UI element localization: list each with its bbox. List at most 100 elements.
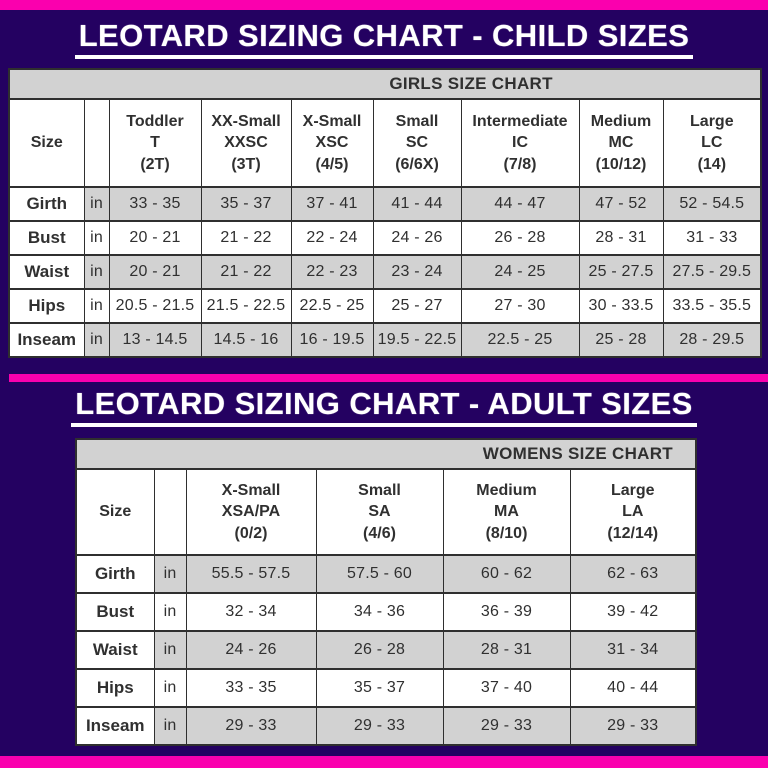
womens-column-header-code: MA [494, 503, 519, 521]
girls-range-value: 22 - 23 [290, 254, 374, 290]
girls-range-value: 28 - 29.5 [662, 322, 762, 358]
womens-measurement-row: Bust in 32 - 34 34 - 36 36 - 39 39 - 42 [75, 592, 697, 632]
girls-chart-banner: GIRLS SIZE CHART [8, 68, 762, 100]
womens-column-header-range: (4/6) [363, 524, 396, 542]
girls-unit-cell: in [83, 186, 110, 222]
womens-range-value: 37 - 40 [442, 668, 571, 708]
girls-range-value: 33.5 - 35.5 [662, 288, 762, 324]
girls-column-header-code: SC [405, 134, 429, 152]
girls-range-value: 41 - 44 [372, 186, 462, 222]
womens-column-header-name: Medium [476, 482, 537, 500]
girls-column-header-name: Intermediate [472, 113, 568, 131]
womens-column-header-name: Small [358, 482, 401, 500]
girls-column-header: Large LC (14) [662, 98, 762, 188]
womens-range-value: 34 - 36 [315, 592, 444, 632]
womens-range-value: 35 - 37 [315, 668, 444, 708]
girls-range-value: 24 - 25 [460, 254, 580, 290]
womens-range-value: 33 - 35 [185, 668, 317, 708]
girls-column-header-code: LC [701, 134, 723, 152]
girls-column-header-name: Toddler [126, 113, 184, 131]
womens-range-value: 57.5 - 60 [315, 554, 444, 594]
womens-range-value: 36 - 39 [442, 592, 571, 632]
womens-measurement-row: Inseam in 29 - 33 29 - 33 29 - 33 29 - 33 [75, 706, 697, 746]
girls-range-value: 27 - 30 [460, 288, 580, 324]
girls-range-value: 33 - 35 [108, 186, 202, 222]
womens-range-value: 29 - 33 [185, 706, 317, 746]
womens-measurement-label: Inseam [75, 706, 155, 746]
girls-column-header: Intermediate IC (7/8) [460, 98, 580, 188]
womens-size-corner-header: Size [75, 468, 155, 556]
womens-column-header: Small SA (4/6) [315, 468, 444, 556]
womens-measurement-label: Waist [75, 630, 155, 670]
womens-column-header: Large LA (12/14) [569, 468, 697, 556]
girls-range-value: 26 - 28 [460, 220, 580, 256]
womens-column-header: Medium MA (8/10) [442, 468, 571, 556]
womens-range-value: 32 - 34 [185, 592, 317, 632]
girls-range-value: 22 - 24 [290, 220, 374, 256]
womens-range-value: 26 - 28 [315, 630, 444, 670]
girls-measurement-row: Bust in 20 - 21 21 - 22 22 - 24 24 - 26 26 - 2… [8, 220, 762, 256]
womens-unit-cell: in [153, 706, 187, 746]
girls-column-header-range: (4/5) [315, 155, 349, 173]
girls-range-value: 14.5 - 16 [200, 322, 292, 358]
womens-measurement-label: Girth [75, 554, 155, 594]
womens-range-value: 29 - 33 [315, 706, 444, 746]
girls-range-value: 37 - 41 [290, 186, 374, 222]
girls-unit-cell: in [83, 322, 110, 358]
womens-column-header-range: (8/10) [485, 524, 528, 542]
womens-range-value: 29 - 33 [442, 706, 571, 746]
girls-measurement-label: Bust [8, 220, 85, 256]
girls-range-value: 20.5 - 21.5 [108, 288, 202, 324]
girls-unit-cell: in [83, 288, 110, 324]
womens-range-value: 24 - 26 [185, 630, 317, 670]
girls-range-value: 25 - 28 [578, 322, 664, 358]
womens-column-header-range: (0/2) [234, 524, 268, 542]
girls-measurement-row: Waist in 20 - 21 21 - 22 22 - 23 23 - 24 24 - … [8, 254, 762, 290]
girls-range-value: 31 - 33 [662, 220, 762, 256]
womens-range-value: 39 - 42 [569, 592, 697, 632]
girls-range-value: 30 - 33.5 [578, 288, 664, 324]
girls-unit-cell: in [83, 254, 110, 290]
girls-measurement-label: Hips [8, 288, 85, 324]
womens-column-header-name: X-Small [221, 482, 281, 500]
girls-measurement-label: Girth [8, 186, 85, 222]
girls-range-value: 19.5 - 22.5 [372, 322, 462, 358]
girls-unit-column-header [83, 98, 110, 188]
girls-column-header-code: XXSC [224, 134, 268, 152]
womens-chart-banner: WOMENS SIZE CHART [75, 438, 697, 470]
womens-range-value: 55.5 - 57.5 [185, 554, 317, 594]
girls-measurement-label: Waist [8, 254, 85, 290]
girls-column-header-code: IC [512, 134, 528, 152]
girls-column-header-code: MC [608, 134, 634, 152]
girls-range-value: 13 - 14.5 [108, 322, 202, 358]
womens-measurement-row: Girth in 55.5 - 57.5 57.5 - 60 60 - 62 62 - 6… [75, 554, 697, 594]
womens-unit-cell: in [153, 630, 187, 670]
girls-column-header-code: T [150, 134, 160, 152]
child-sizes-title: LEOTARD SIZING CHART - CHILD SIZES [74, 19, 694, 59]
adult-title-row: LEOTARD SIZING CHART - ADULT SIZES [0, 387, 768, 427]
womens-range-value: 60 - 62 [442, 554, 571, 594]
girls-range-value: 24 - 26 [372, 220, 462, 256]
girls-column-header-range: (2T) [140, 155, 170, 173]
girls-range-value: 28 - 31 [578, 220, 664, 256]
top-accent-bar [0, 0, 768, 10]
girls-range-value: 22.5 - 25 [290, 288, 374, 324]
womens-range-value: 28 - 31 [442, 630, 571, 670]
girls-size-table: GIRLS SIZE CHART Size Toddler T (2T) XX-Small… [8, 68, 763, 358]
girls-column-header-name: Small [395, 113, 439, 131]
girls-column-header-name: XX-Small [211, 113, 281, 131]
womens-column-header-range: (12/14) [607, 524, 659, 542]
womens-range-value: 31 - 34 [569, 630, 697, 670]
womens-measurement-row: Waist in 24 - 26 26 - 28 28 - 31 31 - 34 [75, 630, 697, 670]
girls-column-header-name: Large [690, 113, 734, 131]
girls-column-header-range: (10/12) [595, 155, 647, 173]
womens-column-header-code: XSA/PA [221, 503, 281, 521]
bottom-accent-bar [0, 756, 768, 768]
girls-range-value: 21 - 22 [200, 254, 292, 290]
girls-column-header-range: (7/8) [503, 155, 537, 173]
womens-column-header-code: LA [622, 503, 644, 521]
girls-range-value: 21.5 - 22.5 [200, 288, 292, 324]
girls-column-header: Toddler T (2T) [108, 98, 202, 188]
adult-sizes-title: LEOTARD SIZING CHART - ADULT SIZES [71, 387, 697, 427]
girls-column-header-name: Medium [590, 113, 652, 131]
